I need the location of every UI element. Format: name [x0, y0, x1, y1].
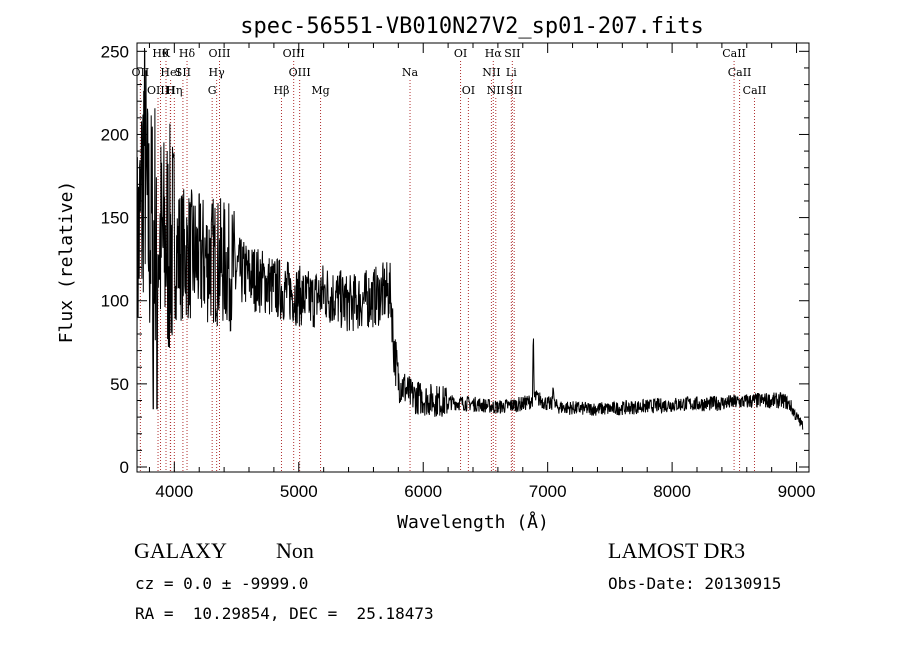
spectrum-line: [136, 47, 804, 430]
line-marker-label: SII: [506, 84, 522, 97]
line-marker-label: OIII: [289, 66, 311, 79]
y-axis-label: Flux (relative): [56, 181, 77, 344]
line-marker-label: Hδ: [179, 47, 196, 60]
y-tick-label: 150: [101, 209, 129, 228]
line-marker-label: CaII: [722, 47, 746, 60]
line-marker-label: G: [208, 84, 217, 97]
x-tick-label: 9000: [778, 482, 816, 501]
line-marker-label: OIII: [147, 84, 169, 97]
line-marker-label: NII: [482, 66, 500, 79]
line-marker-label: Li: [506, 66, 517, 79]
line-marker-label: Hθ: [152, 47, 169, 60]
line-marker-label: H: [166, 84, 176, 97]
chart-title: spec-56551-VB010N27V2_sp01-207.fits: [240, 14, 704, 39]
coordinates: RA = 10.29854, DEC = 25.18473: [135, 604, 434, 623]
line-marker-label: SII: [504, 47, 520, 60]
spectrum-series: [136, 47, 804, 430]
x-axis: 4000 5000 6000 7000 8000 9000: [148, 43, 816, 501]
object-class: GALAXY: [134, 538, 227, 563]
line-marker-label: OIII: [208, 47, 230, 60]
line-marker-label: OI: [454, 47, 467, 60]
line-marker-label: Na: [402, 66, 419, 79]
obs-date: Obs-Date: 20130915: [608, 574, 782, 593]
x-tick-label: 4000: [155, 482, 193, 501]
line-marker-label: Hγ: [209, 66, 226, 79]
y-tick-label: 50: [110, 375, 129, 394]
x-tick-label: 7000: [529, 482, 567, 501]
line-marker-label: OI: [462, 84, 475, 97]
line-marker-label: SII: [175, 66, 191, 79]
y-axis: 0 50 100 150 200 250: [101, 42, 809, 477]
line-marker-label: Mg: [311, 84, 329, 97]
x-tick-label: 8000: [653, 482, 691, 501]
x-tick-label: 6000: [404, 482, 442, 501]
line-marker-label: Hβ: [274, 84, 290, 97]
object-subclass: Non: [276, 538, 314, 563]
line-marker-label: CaII: [743, 84, 767, 97]
line-marker-label: NII: [487, 84, 505, 97]
redshift-readout: cz = 0.0 ± -9999.0: [135, 574, 309, 593]
line-marker-label: HeI: [160, 66, 180, 79]
line-marker-label: CaII: [728, 66, 752, 79]
line-marker-label: K: [162, 47, 171, 60]
y-tick-label: 200: [101, 125, 129, 144]
y-tick-label: 250: [101, 42, 129, 61]
y-tick-label: 0: [120, 458, 129, 477]
x-tick-label: 5000: [280, 482, 318, 501]
survey-label: LAMOST DR3: [608, 538, 746, 563]
line-marker-label: Hη: [166, 84, 182, 97]
line-marker-label: OIII: [283, 47, 305, 60]
x-axis-label: Wavelength (Å): [397, 511, 549, 533]
line-marker-label: Hα: [485, 47, 503, 60]
y-tick-label: 100: [101, 292, 129, 311]
